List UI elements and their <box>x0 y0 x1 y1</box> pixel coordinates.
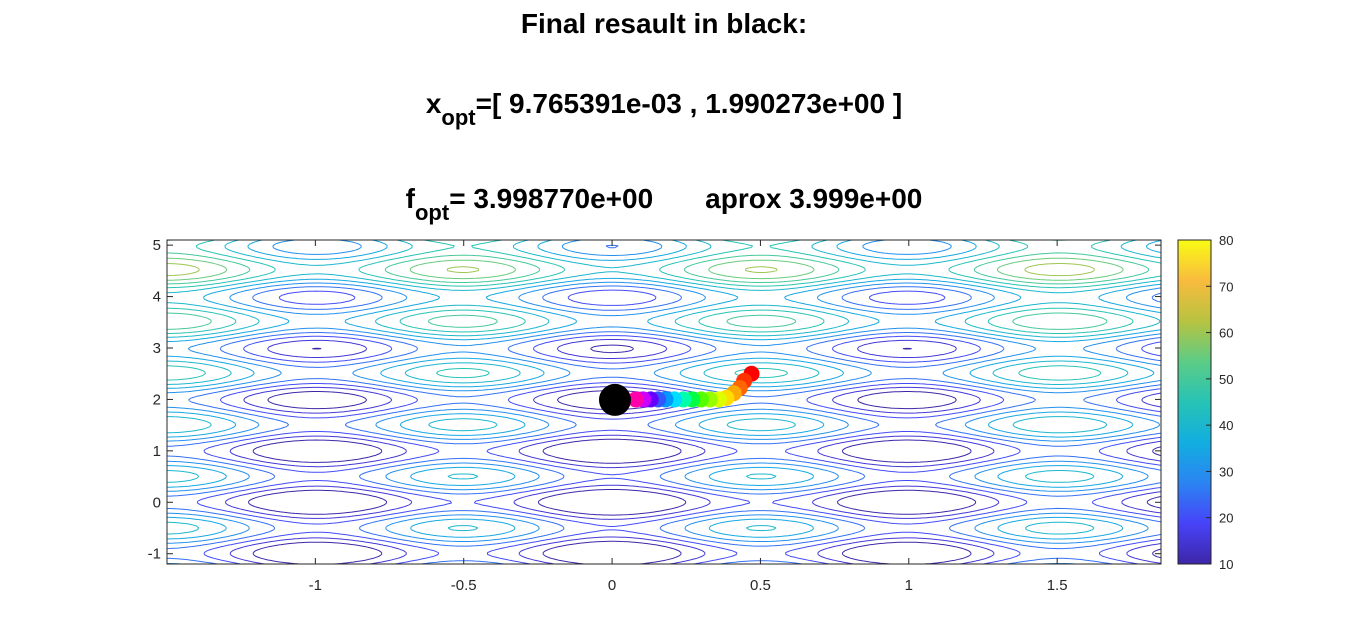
chart-title-line3: fopt= 3.998770e+00 aprox 3.999e+00 <box>0 183 1328 225</box>
y-tick-label: 5 <box>153 237 161 254</box>
title-text: Final resault in black: <box>520 8 808 39</box>
y-tick-label: -1 <box>148 546 161 563</box>
y-tick-label: 0 <box>153 494 161 511</box>
contour-level-15 <box>225 339 1161 564</box>
x-tick-label: -1 <box>309 577 322 594</box>
iteration-point <box>627 391 644 408</box>
colorbar-tick-label: 40 <box>1219 418 1233 433</box>
fopt-value: = 3.998770e+00 <box>449 183 654 214</box>
final-point <box>598 383 631 416</box>
contour-level-20 <box>196 289 1161 564</box>
y-axis: -1 0 1 2 3 4 5 <box>148 237 1161 563</box>
y-tick-label: 4 <box>153 289 161 306</box>
x-tick-label: -0.5 <box>451 577 477 594</box>
colorbar: 10 20 30 40 50 60 70 80 <box>1177 233 1233 572</box>
colorbar-tick-label: 70 <box>1219 279 1233 294</box>
colorbar-tick-label: 30 <box>1219 464 1233 479</box>
chart-title-line1: Final resault in black: <box>0 8 1328 40</box>
xopt-subscript: opt <box>441 105 476 130</box>
contour-level-60 <box>167 263 1095 277</box>
contour-level-25 <box>167 244 1161 564</box>
x-tick-label: 0 <box>608 577 616 594</box>
fopt-symbol: f <box>405 183 415 214</box>
x-tick-label: 0.5 <box>750 577 771 594</box>
y-tick-label: 3 <box>153 340 161 357</box>
contour-level-50 <box>167 240 1150 330</box>
contour-level-45 <box>167 240 1161 381</box>
x-tick-label: 1 <box>905 577 913 594</box>
chart-title-line2: xopt=[ 9.765391e-03 , 1.990273e+00 ] <box>0 88 1328 130</box>
plot-axes-box <box>166 239 1162 565</box>
contour-level-10 <box>248 344 1161 564</box>
xopt-value: =[ 9.765391e-03 , 1.990273e+00 ] <box>475 88 903 119</box>
contour-lines <box>167 240 1161 564</box>
xopt-symbol: x <box>425 88 442 119</box>
colorbar-tick-label: 50 <box>1219 372 1233 387</box>
contour-level-40 <box>167 240 1161 535</box>
contour-level-35 <box>167 240 1161 540</box>
fopt-approx: aprox 3.999e+00 <box>705 183 923 214</box>
colorbar-gradient <box>1177 239 1212 565</box>
x-tick-label: 1.5 <box>1047 577 1068 594</box>
y-tick-label: 2 <box>153 391 161 408</box>
y-tick-label: 1 <box>153 443 161 460</box>
x-axis: -1 -0.5 0 0.5 1 1.5 <box>309 240 1068 594</box>
contour-level-55 <box>167 257 1124 281</box>
iteration-path <box>627 365 760 408</box>
colorbar-tick-label: 20 <box>1219 511 1233 526</box>
fopt-subscript: opt <box>414 200 450 225</box>
colorbar-tick-label: 60 <box>1219 326 1233 341</box>
colorbar-tick-label: 10 <box>1219 557 1233 572</box>
colorbar-tick-label: 80 <box>1219 233 1233 248</box>
